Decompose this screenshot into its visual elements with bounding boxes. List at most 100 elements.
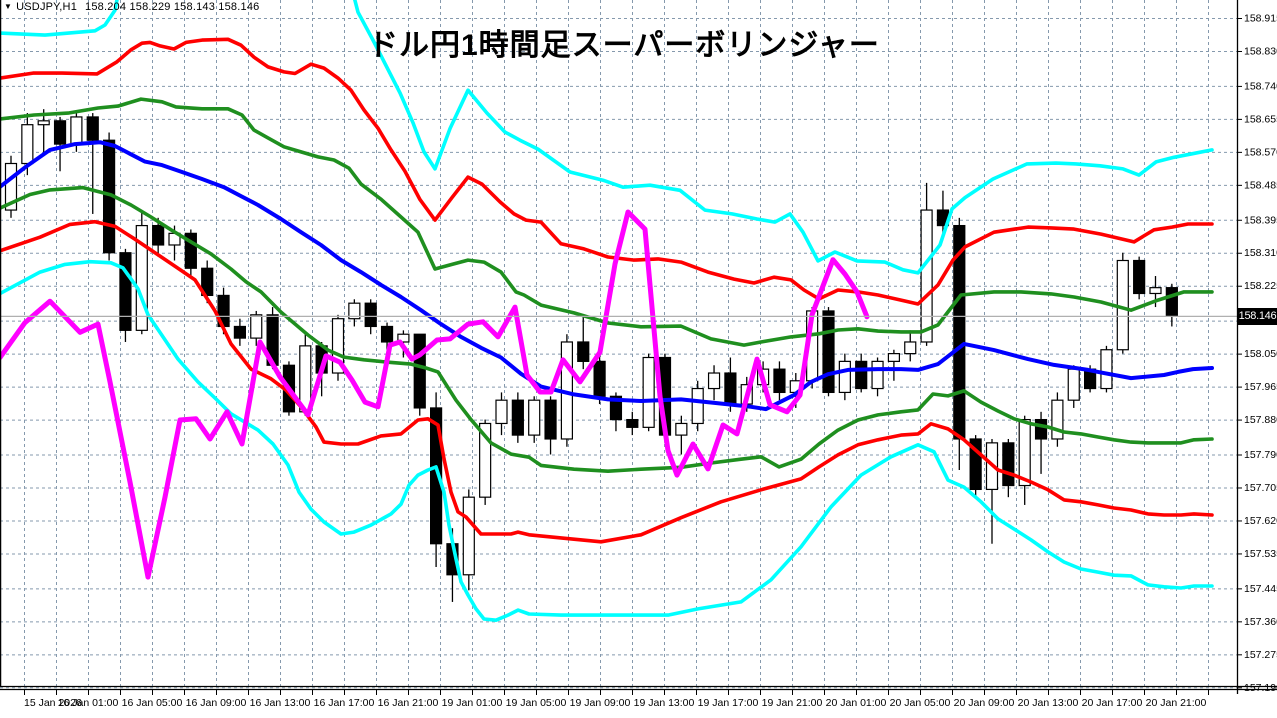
candle [1100,345,1113,393]
price-axis-label: 158.655 [1244,113,1277,125]
time-axis-label: 16 Jan 05:00 [122,697,183,709]
series-lagging-span [0,209,870,580]
candle [348,299,361,327]
price-axis-label: 158.740 [1244,80,1277,92]
candle [822,307,835,397]
candle [838,353,851,401]
series-lower-band-2sigma [0,219,1214,544]
series-lower-band-3sigma [0,259,1214,623]
candle [511,392,524,443]
candle [1051,392,1064,447]
symbol-ohlc-quote: 158.204 158.229 158.143 158.146 [85,1,260,13]
price-axis-label: 157.790 [1244,449,1277,461]
candle [969,435,982,498]
time-axis-label: 16 Jan 01:00 [58,697,119,709]
price-axis-label: 158.050 [1244,348,1277,360]
candle [495,392,508,436]
candle [53,116,67,172]
candle [1018,415,1031,505]
time-axis-label: 19 Jan 13:00 [634,697,695,709]
series-lower-band-1sigma [0,185,1214,474]
axes-layer [0,0,1277,695]
candle [1165,283,1178,327]
time-axis-label: 19 Jan 09:00 [570,697,631,709]
price-axis-label: 158.915 [1244,13,1277,25]
time-axis-label: 20 Jan 13:00 [1018,697,1079,709]
price-axis-label: 157.535 [1244,548,1277,560]
series-upper-band-2sigma [0,37,1214,306]
symbol-info-bar: ▼ USDJPY,H1 158.204 158.229 158.143 158.14… [4,1,259,13]
time-axis-label: 19 Jan 17:00 [698,697,759,709]
candle [855,353,868,393]
candle [37,109,50,156]
time-axis-label: 20 Jan 01:00 [826,697,887,709]
series-layer [0,0,1214,623]
candle [413,333,426,416]
candle [707,365,721,401]
price-axis-label: 158.485 [1244,179,1277,191]
series-upper-band-1sigma [0,97,1214,347]
candle [691,380,704,432]
candle [184,229,197,277]
candle [1002,438,1015,498]
candle [887,349,901,381]
time-axis-label: 16 Jan 21:00 [378,697,439,709]
grid-layer [0,0,1237,689]
time-axis-label: 20 Jan 17:00 [1082,697,1143,709]
time-axis-label: 19 Jan 01:00 [442,697,503,709]
candle [577,314,590,370]
time-axis-label: 20 Jan 09:00 [954,697,1015,709]
time-axis-label: 16 Jan 17:00 [314,697,375,709]
current-price-badge: 158.146 [1238,308,1277,325]
candle [462,489,475,591]
price-axis-label: 158.395 [1244,214,1277,226]
price-axis-label: 157.360 [1244,616,1277,628]
price-axis-label: 157.880 [1244,414,1277,426]
price-axis-label: 157.620 [1244,515,1277,527]
series-upper-band-3sigma [0,0,1214,275]
price-axis-label: 157.705 [1244,482,1277,494]
price-axis-label: 157.190 [1244,682,1277,694]
candle [1133,256,1146,300]
price-axis-label: 158.570 [1244,146,1277,158]
candle [953,217,966,471]
candle [675,415,688,455]
price-axis-label: 157.445 [1244,583,1277,595]
candle [985,438,999,544]
candle [626,411,639,436]
candle [528,396,541,443]
time-axis-label: 19 Jan 21:00 [762,697,823,709]
candle [1034,411,1048,474]
candle [544,396,557,455]
symbol-dropdown-icon[interactable]: ▼ [4,2,13,11]
symbol-name: USDJPY,H1 [16,1,78,13]
candle [135,210,148,335]
candle [380,322,394,350]
candle [871,357,884,397]
price-axis-label: 157.275 [1244,649,1277,661]
time-axis-label: 15 Jan 2026 [24,697,82,709]
time-axis-label: 20 Jan 21:00 [1146,697,1207,709]
time-axis-label: 19 Jan 05:00 [506,697,567,709]
candle [430,392,443,568]
price-axis-label: 158.310 [1244,247,1277,259]
candle [331,314,345,381]
time-axis-label: 16 Jan 13:00 [250,697,311,709]
candle [119,248,132,342]
chart-title: ドル円1時間足スーパーボリンジャー [368,29,880,62]
price-axis-label: 158.225 [1244,280,1277,292]
price-axis-label: 158.830 [1244,45,1277,57]
candle [1116,252,1129,354]
candle [904,330,917,362]
candle [4,155,18,218]
candles-layer [4,109,1178,602]
price-axis-label: 157.965 [1244,381,1277,393]
candle [642,353,655,432]
candle [1067,365,1080,408]
candle [86,113,99,214]
time-axis-label: 16 Jan 09:00 [186,697,247,709]
candle [233,318,246,346]
